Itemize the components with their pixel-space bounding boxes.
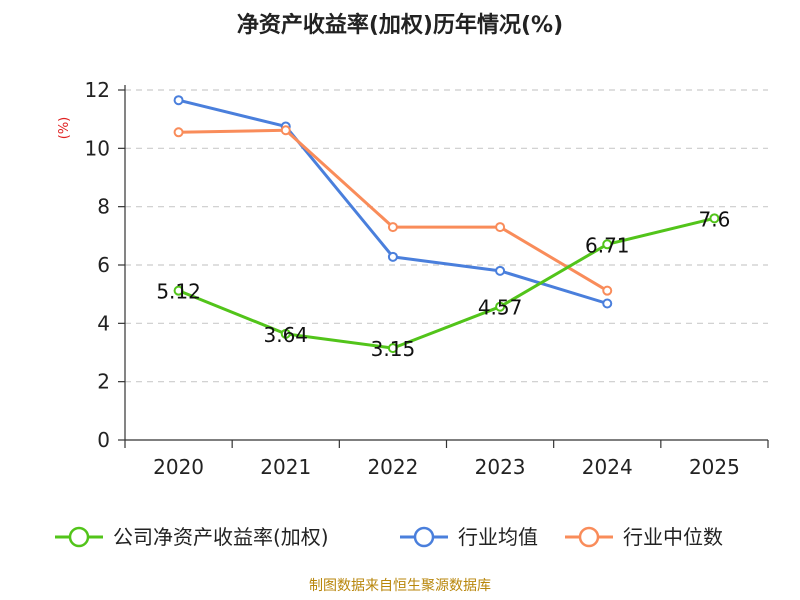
legend[interactable]: 公司净资产收益率(加权) 行业均值 行业中位数 — [55, 525, 723, 549]
data-label: 3.64 — [263, 323, 308, 347]
data-point[interactable] — [495, 265, 506, 276]
data-point[interactable] — [387, 343, 398, 354]
grid-lines — [125, 89, 768, 383]
series — [173, 95, 720, 354]
chart-title: 净资产收益率(加权)历年情况(%) — [237, 12, 563, 38]
y-tick-label: 6 — [97, 253, 110, 277]
data-labels: 5.12 3.64 3.15 4.57 6.71 7.6 — [156, 207, 730, 361]
legend-marker — [68, 526, 90, 548]
source-note: 制图数据来自恒生聚源数据库 — [309, 578, 491, 594]
x-tick-label: 2023 — [475, 455, 526, 479]
y-tick-label: 12 — [85, 78, 110, 102]
y-tick-label: 2 — [97, 370, 110, 394]
data-label: 4.57 — [478, 296, 523, 320]
data-point[interactable] — [387, 222, 398, 233]
data-point[interactable] — [602, 298, 613, 309]
x-tick-label: 2022 — [367, 455, 418, 479]
data-point[interactable] — [602, 285, 613, 296]
axes: 0 2 4 6 8 10 12 2020 2021 2022 2023 2024 2025 — [85, 78, 769, 479]
data-point[interactable] — [709, 213, 720, 224]
data-label: 6.71 — [585, 233, 630, 257]
series-line — [178, 128, 609, 292]
data-point[interactable] — [280, 328, 291, 339]
data-label: 5.12 — [156, 280, 201, 304]
data-label: 3.15 — [371, 337, 416, 361]
data-point[interactable] — [602, 239, 613, 250]
x-tick-label: 2024 — [582, 455, 633, 479]
legend-label[interactable]: 行业中位数 — [623, 525, 723, 549]
y-tick-label: 0 — [97, 428, 110, 452]
data-point[interactable] — [387, 251, 398, 262]
legend-marker — [578, 526, 600, 548]
y-tick-label: 4 — [97, 311, 110, 335]
data-label: 7.6 — [699, 207, 731, 231]
data-point[interactable] — [173, 95, 184, 106]
y-tick-label: 10 — [85, 136, 110, 160]
series-line — [178, 216, 715, 350]
data-point[interactable] — [173, 285, 184, 296]
data-point[interactable] — [280, 125, 291, 136]
y-tick-label: 8 — [97, 195, 110, 219]
x-tick-label: 2025 — [689, 455, 740, 479]
legend-marker — [413, 526, 435, 548]
legend-label[interactable]: 行业均值 — [458, 525, 538, 549]
x-tick-label: 2021 — [260, 455, 311, 479]
data-point[interactable] — [173, 127, 184, 138]
data-point[interactable] — [495, 301, 506, 312]
y-axis-label: (%) — [57, 117, 72, 140]
data-point[interactable] — [495, 222, 506, 233]
x-tick-label: 2020 — [153, 455, 204, 479]
legend-label[interactable]: 公司净资产收益率(加权) — [113, 525, 329, 549]
